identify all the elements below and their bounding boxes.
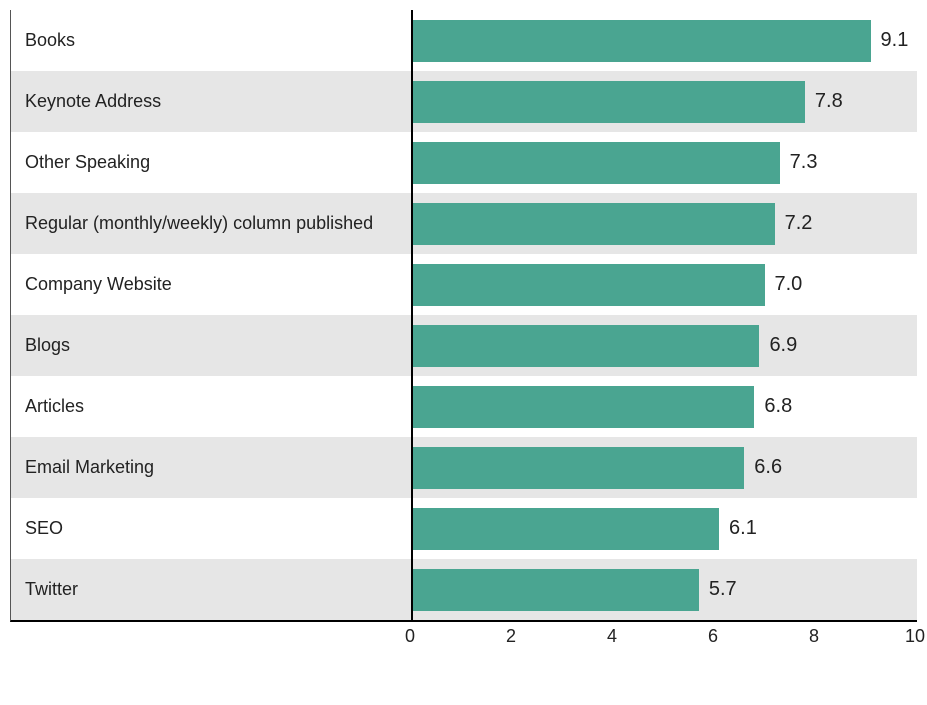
chart-row: Email Marketing 6.6	[11, 437, 917, 498]
x-tick: 2	[506, 626, 516, 647]
bar-value: 7.2	[785, 212, 813, 235]
bar-cell: 7.3	[411, 132, 917, 193]
bar-cell: 6.9	[411, 315, 917, 376]
chart-row: Books 9.1	[11, 10, 917, 71]
bar	[411, 142, 780, 184]
bar	[411, 264, 765, 306]
x-axis-baseline	[411, 10, 413, 620]
bar	[411, 20, 871, 62]
bar-cell: 6.1	[411, 498, 917, 559]
bar-value: 7.3	[790, 151, 818, 174]
bar-cell: 6.6	[411, 437, 917, 498]
row-label: SEO	[11, 498, 411, 559]
bar-cell: 7.2	[411, 193, 917, 254]
bar	[411, 447, 744, 489]
bar	[411, 386, 754, 428]
row-label: Company Website	[11, 254, 411, 315]
chart-row: Regular (monthly/weekly) column publishe…	[11, 193, 917, 254]
bar-value: 6.1	[729, 517, 757, 540]
row-label: Keynote Address	[11, 71, 411, 132]
row-label: Email Marketing	[11, 437, 411, 498]
bar-cell: 7.0	[411, 254, 917, 315]
bar	[411, 508, 719, 550]
bar-value: 7.8	[815, 90, 843, 113]
chart-row: Other Speaking 7.3	[11, 132, 917, 193]
bar-value: 6.9	[769, 334, 797, 357]
row-label: Regular (monthly/weekly) column publishe…	[11, 193, 411, 254]
x-tick: 8	[809, 626, 819, 647]
x-axis: 0246810	[10, 622, 917, 652]
bar-cell: 6.8	[411, 376, 917, 437]
chart-body: Books 9.1 Keynote Address 7.8 Other Speaking…	[10, 10, 917, 622]
bar-cell: 7.8	[411, 71, 917, 132]
bar	[411, 325, 759, 367]
row-label: Blogs	[11, 315, 411, 376]
row-label: Twitter	[11, 559, 411, 620]
chart-row: Articles 6.8	[11, 376, 917, 437]
chart-row: SEO 6.1	[11, 498, 917, 559]
bar-cell: 9.1	[411, 10, 917, 71]
axis-spacer	[10, 622, 410, 652]
bar-value: 6.6	[754, 456, 782, 479]
chart-container: Books 9.1 Keynote Address 7.8 Other Speaking…	[10, 10, 917, 652]
row-label: Articles	[11, 376, 411, 437]
x-tick: 4	[607, 626, 617, 647]
bar-cell: 5.7	[411, 559, 917, 620]
row-label: Books	[11, 10, 411, 71]
axis-ticks: 0246810	[410, 622, 917, 652]
bar-value: 5.7	[709, 578, 737, 601]
bar	[411, 81, 805, 123]
bar	[411, 203, 775, 245]
x-tick: 6	[708, 626, 718, 647]
x-tick: 0	[405, 626, 415, 647]
x-tick: 10	[905, 626, 925, 647]
chart-row: Company Website 7.0	[11, 254, 917, 315]
bar-value: 7.0	[775, 273, 803, 296]
bar-value: 6.8	[764, 395, 792, 418]
chart-row: Keynote Address 7.8	[11, 71, 917, 132]
bar	[411, 569, 699, 611]
chart-row: Twitter 5.7	[11, 559, 917, 620]
bar-value: 9.1	[881, 29, 909, 52]
chart-row: Blogs 6.9	[11, 315, 917, 376]
row-label: Other Speaking	[11, 132, 411, 193]
